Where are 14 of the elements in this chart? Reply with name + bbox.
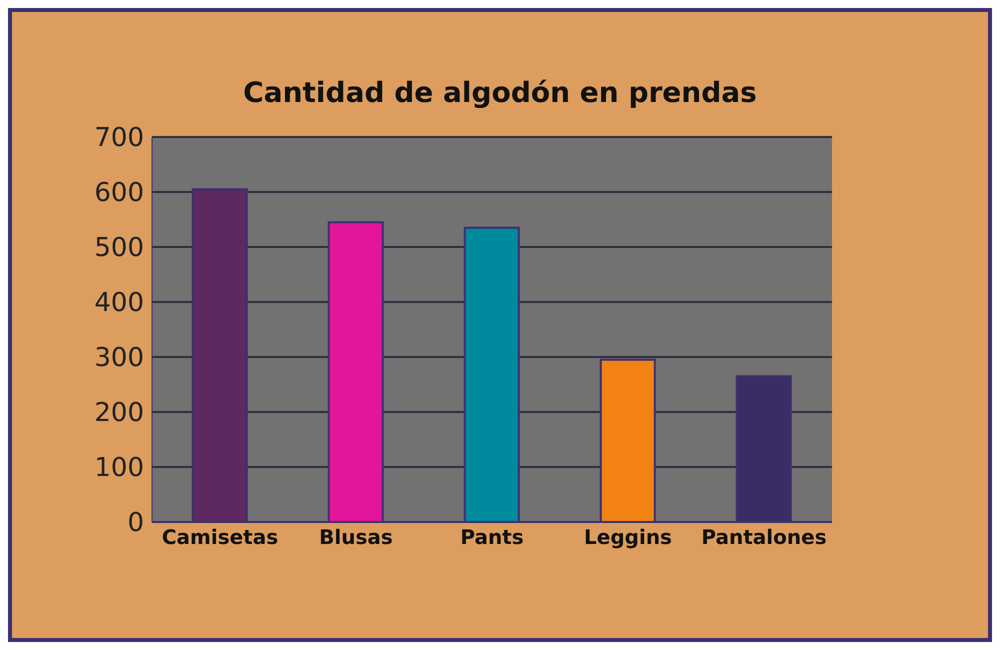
y-tick-label: 400 (94, 288, 144, 318)
y-tick-label: 700 (94, 123, 144, 154)
y-tick-label: 600 (94, 178, 144, 208)
y-tick-label: 100 (94, 453, 144, 484)
y-tick-label: 300 (94, 343, 144, 374)
x-tick-label: Pants (460, 525, 524, 550)
y-tick-label: 200 (94, 398, 144, 428)
y-tick-label: 0 (127, 508, 144, 538)
chart-title: Cantidad de algodón en prendas (242, 76, 758, 109)
x-tick-label: Leggins (584, 525, 672, 550)
x-tick-label: Camisetas (162, 525, 278, 550)
x-tick-label: Blusas (319, 525, 393, 550)
x-tick-label: Pantalones (701, 525, 827, 550)
y-tick-label: 500 (94, 233, 144, 264)
